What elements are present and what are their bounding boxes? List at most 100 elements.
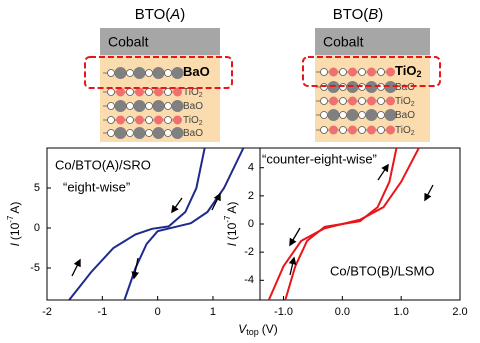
x-tick-label: 1 [210,306,216,318]
y-axis-label: I(10-7A) [223,202,239,247]
layer-formula: BaO [183,101,203,112]
annotation: Co/BTO(A)/SRO [55,157,151,172]
direction-arrow [172,198,182,212]
y-tick-label: -4 [244,274,254,286]
titanium-atom [135,116,144,125]
titanium-atom [348,97,357,106]
y-label-symbol: I [225,242,239,246]
annotation: “counter-eight-wise” [262,151,377,166]
oxygen-atom [127,117,134,124]
schematic-title: BTO(A) [135,6,186,23]
barium-atom [153,100,165,112]
layer-subscript: 2 [416,69,421,79]
oxygen-atom [146,70,153,77]
x-tick-label: -2 [42,306,52,318]
figure: BTO(A)CobaltBaOTiO2BaOTiO2BaOBTO(B)Cobal… [0,0,480,343]
oxygen-atom [359,98,366,105]
schematic-title: BTO(B) [333,6,384,23]
layer-formula: TiO [395,96,411,107]
titanium-atom [386,68,395,77]
oxygen-atom [359,127,366,134]
y-label-exponent: -7 [6,215,15,223]
barium-atom [115,100,127,112]
y-axis-label: I (10-7A) [6,202,22,247]
layer-label: BaO [395,110,415,121]
titanium-atom [367,97,376,106]
title-part: BTO( [333,6,369,23]
oxygen-atom [321,69,328,76]
direction-arrow [72,260,80,276]
x-tick-label: -1 [97,306,107,318]
y-tick-label: 0 [34,222,40,234]
x-tick-label: 2.0 [452,306,467,318]
x-label-subscript: top [246,327,259,337]
y-label-part: (10 [225,222,239,240]
layer-label: BaO [183,101,203,112]
barium-atom [328,109,340,121]
titanium-atom [329,97,338,106]
layer-subscript: 2 [411,130,415,137]
titanium-atom [348,126,357,135]
oxygen-atom [127,103,134,110]
oxygen-atom [108,89,115,96]
title-part: BTO( [135,6,171,23]
x-axis-label: Vtop(V) [238,322,278,337]
y-label-part: A) [8,202,22,214]
title-italic: A [169,6,180,23]
y-label-symbol: I [8,242,22,246]
y-tick-label: 0 [248,218,254,230]
oxygen-atom [378,127,385,134]
y-tick-label: 4 [248,162,254,174]
titanium-atom [154,116,163,125]
x-tick-label: 1.0 [394,306,409,318]
oxygen-atom [359,112,366,119]
oxygen-atom [165,103,172,110]
layer-formula: BaO [183,128,203,139]
titanium-atom [367,68,376,77]
barium-atom [366,109,378,121]
y-tick-label: -2 [244,246,254,258]
titanium-atom [116,116,125,125]
oxygen-atom [108,70,115,77]
oxygen-atom [359,69,366,76]
barium-atom [347,109,359,121]
oxygen-atom [165,89,172,96]
barium-atom [153,67,165,79]
layer-subscript: 2 [411,101,415,108]
x-tick-label: 0 [155,306,161,318]
title-part: ) [180,6,185,23]
oxygen-atom [146,117,153,124]
y-tick-label: -5 [30,262,40,274]
direction-arrow [378,165,388,180]
layer-label: BaO [395,82,415,93]
x-tick-label: -1.0 [274,306,293,318]
barium-atom [115,127,127,139]
oxygen-atom [340,112,347,119]
layer-formula: BaO [183,64,210,79]
title-part: ) [378,6,383,23]
layer-formula: TiO [395,63,416,78]
oxygen-atom [378,112,385,119]
oxygen-atom [321,127,328,134]
oxygen-atom [340,98,347,105]
oxygen-atom [378,69,385,76]
y-tick-label: 2 [248,190,254,202]
barium-atom [153,127,165,139]
titanium-atom [329,68,338,77]
oxygen-atom [321,98,328,105]
barium-atom [172,100,184,112]
x-tick-label: 0.0 [335,306,350,318]
barium-atom [115,67,127,79]
barium-atom [172,67,184,79]
oxygen-atom [378,98,385,105]
oxygen-atom [165,70,172,77]
y-tick-label: 5 [34,182,40,194]
title-italic: B [368,6,378,23]
layer-formula: BaO [395,110,415,121]
oxygen-atom [108,103,115,110]
titanium-atom [386,126,395,135]
y-label-part: (10 [8,222,22,240]
titanium-atom [386,97,395,106]
direction-arrow [290,228,300,245]
barium-atom [134,100,146,112]
